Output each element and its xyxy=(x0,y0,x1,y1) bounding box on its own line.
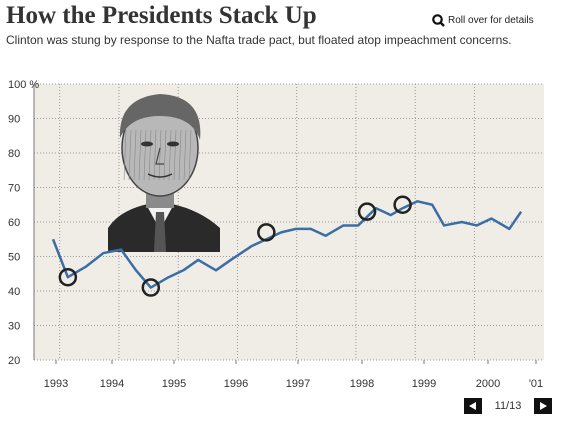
portrait-tie xyxy=(154,212,166,252)
y-tick-label: 30 xyxy=(8,321,20,333)
y-tick-label: 80 xyxy=(8,148,20,160)
x-tick-label: 1999 xyxy=(412,378,436,390)
y-tick-label: 70 xyxy=(8,183,20,195)
portrait-hatching xyxy=(163,129,167,181)
portrait-hatching xyxy=(143,129,147,181)
portrait-hatching xyxy=(133,129,137,181)
y-tick-label: 40 xyxy=(8,286,20,298)
portrait-hair xyxy=(119,94,201,140)
portrait-hatching xyxy=(148,129,152,181)
y-tick-label: 50 xyxy=(8,252,20,264)
y-tick-label: 90 xyxy=(8,114,20,126)
series-line-group xyxy=(51,200,523,289)
x-tick-label: 1996 xyxy=(224,378,248,390)
x-tick-label: '01 xyxy=(529,378,543,390)
x-tick-label: 1998 xyxy=(350,378,374,390)
prev-button[interactable] xyxy=(464,398,482,414)
portrait-hatching xyxy=(128,129,132,181)
portrait-nose xyxy=(155,147,164,165)
y-tick-label: 100 % xyxy=(8,79,39,91)
y-tick-label: 60 xyxy=(8,217,20,229)
portrait-eye-left xyxy=(141,141,153,147)
page-indicator: 11/13 xyxy=(494,400,522,412)
magnifier-icon xyxy=(432,14,445,27)
triangle-left-icon xyxy=(469,402,476,410)
portrait-hatching xyxy=(188,129,192,181)
x-tick-label: 1994 xyxy=(100,378,124,390)
x-axis-labels: 1993 1994 1995 1996 1997 1998 1999 2000 '01 xyxy=(44,360,543,390)
president-portrait xyxy=(108,94,220,252)
rollover-hint[interactable]: Roll over for details xyxy=(432,14,534,27)
portrait-eye-right xyxy=(167,141,179,147)
triangle-right-icon xyxy=(540,402,547,410)
series-line xyxy=(51,200,523,289)
x-tick-label: 2000 xyxy=(476,378,500,390)
portrait-hatching xyxy=(123,129,127,181)
portrait-hatching xyxy=(173,129,177,181)
x-tick-label: 1995 xyxy=(162,378,186,390)
next-button[interactable] xyxy=(534,398,552,414)
portrait-hatching xyxy=(138,129,142,181)
portrait-hatching xyxy=(178,129,182,181)
portrait-hatching xyxy=(168,129,172,181)
y-tick-label: 20 xyxy=(8,355,20,367)
y-axis-labels: 100 % 90 80 70 60 50 40 30 20 xyxy=(8,79,39,367)
portrait-mouth xyxy=(147,173,173,178)
x-tick-label: 1997 xyxy=(286,378,310,390)
chart-subtitle: Clinton was stung by response to the Naf… xyxy=(6,33,512,47)
highlight-marker[interactable] xyxy=(141,278,161,297)
highlight-markers[interactable] xyxy=(58,195,412,297)
x-tick-label: 1993 xyxy=(44,378,68,390)
portrait-hatching xyxy=(153,129,157,181)
chart-title: How the Presidents Stack Up xyxy=(6,2,317,29)
rollover-label: Roll over for details xyxy=(448,15,534,26)
highlight-marker[interactable] xyxy=(58,267,78,287)
portrait-hatching xyxy=(158,129,162,181)
portrait-hatching xyxy=(183,129,187,181)
highlight-marker[interactable] xyxy=(357,202,377,221)
pager: 11/13 xyxy=(464,398,552,414)
highlight-marker[interactable] xyxy=(393,195,412,214)
highlight-marker[interactable] xyxy=(257,223,276,242)
